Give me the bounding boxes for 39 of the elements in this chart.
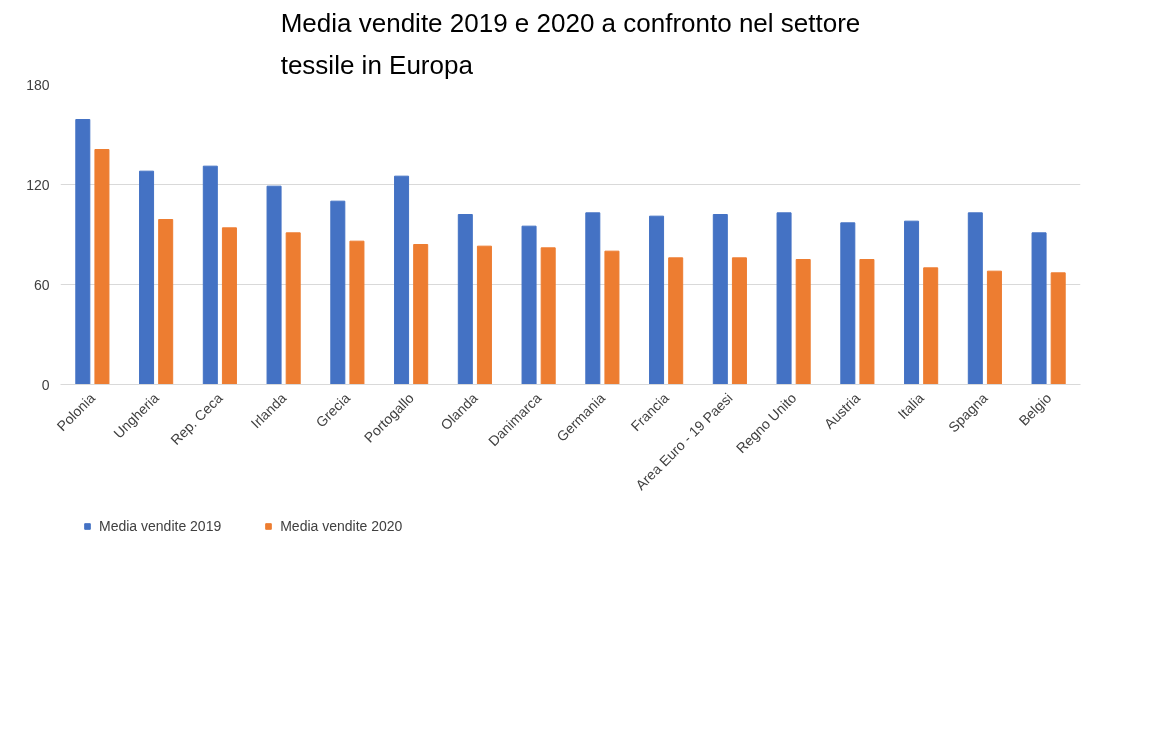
bar (668, 257, 684, 385)
legend-label: Media vendite 2019 (99, 518, 222, 534)
bar (859, 259, 875, 385)
bar (731, 257, 747, 385)
bar (457, 214, 473, 385)
bar (1031, 232, 1047, 385)
bar (476, 245, 492, 385)
bar (1050, 272, 1066, 385)
y-tick-label: 0 (41, 376, 50, 393)
bar (967, 212, 983, 385)
bar (349, 240, 365, 385)
bar (94, 149, 110, 385)
bar (394, 175, 410, 385)
y-tick-label: 180 (26, 76, 50, 93)
bar (221, 227, 237, 385)
bar (521, 225, 537, 385)
bar (158, 219, 174, 385)
bar (75, 119, 91, 385)
bar (285, 232, 301, 385)
y-tick-label: 120 (26, 176, 50, 193)
bar (649, 215, 665, 385)
y-tick-label: 60 (33, 276, 50, 293)
bar (604, 250, 620, 385)
bar (139, 170, 155, 385)
bar (330, 200, 346, 385)
bar (986, 270, 1002, 385)
bar (712, 214, 728, 385)
bar (923, 267, 939, 385)
bar (266, 185, 282, 385)
bar (413, 244, 429, 385)
bar (585, 212, 601, 385)
legend-label: Media vendite 2020 (280, 518, 403, 534)
bar (795, 259, 811, 385)
bar (540, 247, 556, 385)
bar (776, 212, 792, 385)
chart-title: Media vendite 2019 e 2020 a confronto nel settore tessile in Europa (280, 7, 861, 80)
bar (202, 165, 218, 385)
bar (904, 220, 920, 385)
bar (840, 222, 856, 385)
